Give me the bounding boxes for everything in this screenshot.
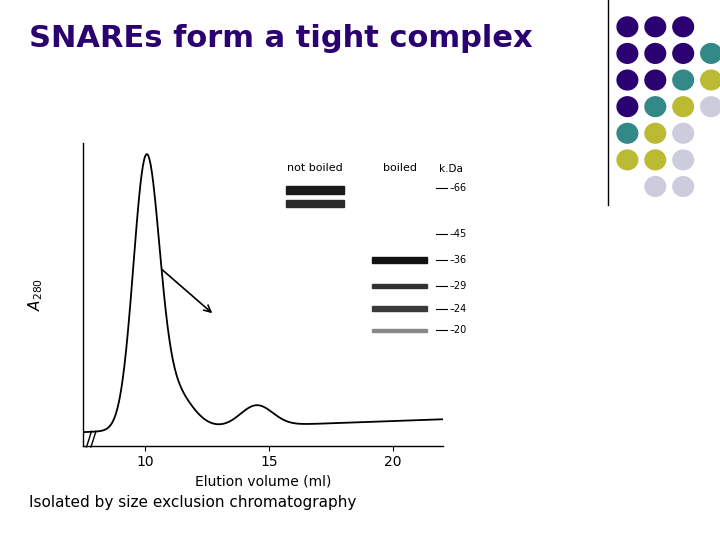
Circle shape [617,17,638,37]
Circle shape [673,150,693,170]
Circle shape [673,70,693,90]
Text: not boiled: not boiled [287,163,343,173]
Circle shape [645,70,665,90]
Bar [372,257,427,264]
Circle shape [645,17,665,37]
Text: SNAREs form a tight complex: SNAREs form a tight complex [29,24,532,53]
Text: –36: –36 [450,255,467,265]
Circle shape [673,17,693,37]
Bar [372,306,427,311]
Circle shape [617,97,638,117]
Text: –20: –20 [450,325,467,335]
Text: –24: –24 [450,303,467,314]
Text: $A_{280}$: $A_{280}$ [27,278,45,311]
Circle shape [645,44,665,63]
Circle shape [617,150,638,170]
Text: k.Da: k.Da [439,164,463,174]
Text: –45: –45 [450,228,467,239]
Circle shape [673,124,693,143]
Circle shape [673,177,693,197]
Bar [372,329,427,332]
Text: –66: –66 [450,183,467,193]
Bar [372,284,427,288]
Circle shape [645,150,665,170]
Circle shape [617,70,638,90]
Circle shape [701,70,720,90]
Text: boiled: boiled [382,163,417,173]
Circle shape [645,124,665,143]
Circle shape [645,177,665,197]
Circle shape [645,97,665,117]
Circle shape [701,44,720,63]
Bar [287,200,343,207]
Text: –29: –29 [450,281,467,291]
Circle shape [617,44,638,63]
X-axis label: Elution volume (ml): Elution volume (ml) [194,475,331,489]
Circle shape [673,44,693,63]
Text: Isolated by size exclusion chromatography: Isolated by size exclusion chromatograph… [29,495,356,510]
Circle shape [701,97,720,117]
Bar [287,186,343,194]
Circle shape [673,97,693,117]
Circle shape [617,124,638,143]
